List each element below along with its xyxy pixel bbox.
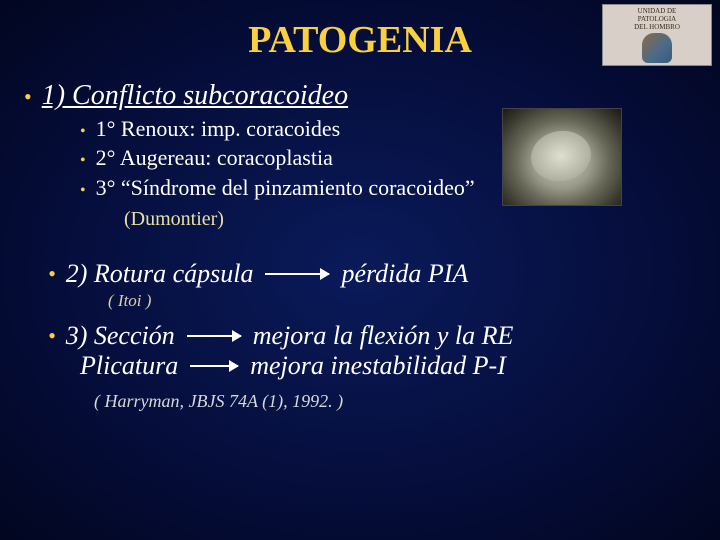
bullet-icon: • [48,325,56,347]
item-3b-left: Plicatura [80,351,178,381]
sub-3: 3° “Síndrome del pinzamiento coracoideo” [96,175,475,201]
logo-text-bottom: DEL HOMBRO [634,23,680,31]
item-2-left: 2) Rotura cápsula [66,259,254,289]
item-3: • 3) Sección mejora la flexión y la RE P… [24,321,696,412]
bullet-icon: • [80,121,86,143]
sub-2: 2° Augereau: coracoplastia [96,145,333,171]
bullet-icon: • [48,263,56,285]
arrow-icon [187,335,241,337]
item-3b-right: mejora inestabilidad P-I [250,351,506,381]
bullet-icon: • [24,86,32,108]
bullet-icon: • [80,150,86,172]
item-2: • 2) Rotura cápsula pérdida PIA ( Itoi ) [48,259,696,311]
logo-text-mid: PATOLOGIA [638,15,677,23]
item-3-citation: ( Harryman, JBJS 74A (1), 1992. ) [94,391,696,412]
logo-text-top: UNIDAD DE [638,7,677,15]
bullet-icon: • [80,180,86,202]
item-1-citation: (Dumontier) [124,208,696,231]
sub-1: 1° Renoux: imp. coracoides [96,116,341,142]
item-2-citation: ( Itoi ) [108,291,696,311]
anatomy-image [502,108,622,206]
item-1-heading: 1) Conflicto subcoracoideo [42,80,348,112]
item-2-right: pérdida PIA [341,259,468,289]
item-3a-right: mejora la flexión y la RE [253,321,514,351]
logo-figure-icon [642,33,672,63]
arrow-icon [265,273,329,275]
logo-badge: UNIDAD DE PATOLOGIA DEL HOMBRO [602,4,712,66]
arrow-icon [190,365,238,367]
item-3a-left: 3) Sección [66,321,175,351]
